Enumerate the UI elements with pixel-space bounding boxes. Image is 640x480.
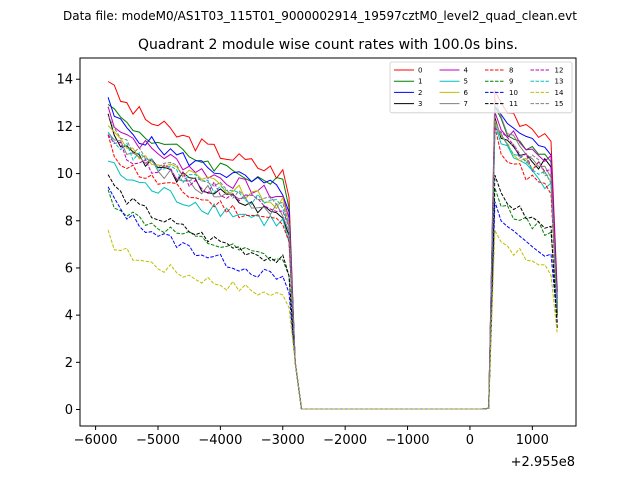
chart-title: Quadrant 2 module wise count rates with …: [138, 37, 518, 53]
y-tick-label: 12: [56, 120, 73, 135]
legend-label-12: 12: [555, 67, 564, 75]
legend-label-2: 2: [418, 89, 422, 97]
legend-label-10: 10: [509, 89, 518, 97]
y-tick-label: 14: [56, 73, 73, 88]
y-tick-label: 2: [65, 356, 73, 371]
y-tick-label: 8: [65, 214, 73, 229]
series-line-14: [107, 228, 558, 410]
legend-box: [389, 61, 573, 114]
legend-label-4: 4: [464, 67, 469, 75]
legend-label-11: 11: [509, 100, 518, 108]
legend-label-5: 5: [464, 78, 468, 86]
legend-label-6: 6: [464, 89, 469, 97]
series-line-15: [107, 115, 558, 410]
y-tick-label: 0: [65, 403, 73, 418]
legend-label-7: 7: [464, 100, 468, 108]
legend-label-14: 14: [555, 89, 564, 97]
x-axis: −6000 −5000 −4000 −3000 −2000 −1000 0 1000: [74, 426, 549, 448]
x-tick-label: 0: [466, 433, 474, 448]
x-tick-label: −6000: [74, 433, 118, 448]
legend-label-8: 8: [509, 67, 513, 75]
x-tick-label: −1000: [386, 433, 430, 448]
y-tick-label: 4: [65, 309, 73, 324]
x-offset-text: +2.955e8: [511, 455, 575, 470]
x-tick-label: −3000: [261, 433, 305, 448]
legend-label-0: 0: [418, 67, 422, 75]
y-axis: 0 2 4 6 8 10 12 14: [56, 73, 80, 418]
legend-label-15: 15: [555, 100, 564, 108]
x-tick-label: 1000: [516, 433, 549, 448]
legend-label-13: 13: [555, 78, 564, 86]
y-tick-label: 6: [65, 261, 73, 276]
legend-label-9: 9: [509, 78, 513, 86]
legend-label-3: 3: [418, 100, 422, 108]
legend-label-1: 1: [418, 78, 422, 86]
x-tick-label: −5000: [136, 433, 180, 448]
plot-area: [107, 81, 558, 410]
y-tick-label: 10: [56, 167, 73, 182]
x-tick-label: −4000: [198, 433, 242, 448]
chart-suptitle: Data file: modeM0/AS1T03_115T01_90000029…: [63, 9, 577, 23]
axes-frame: [79, 57, 577, 427]
x-tick-label: −2000: [323, 433, 367, 448]
